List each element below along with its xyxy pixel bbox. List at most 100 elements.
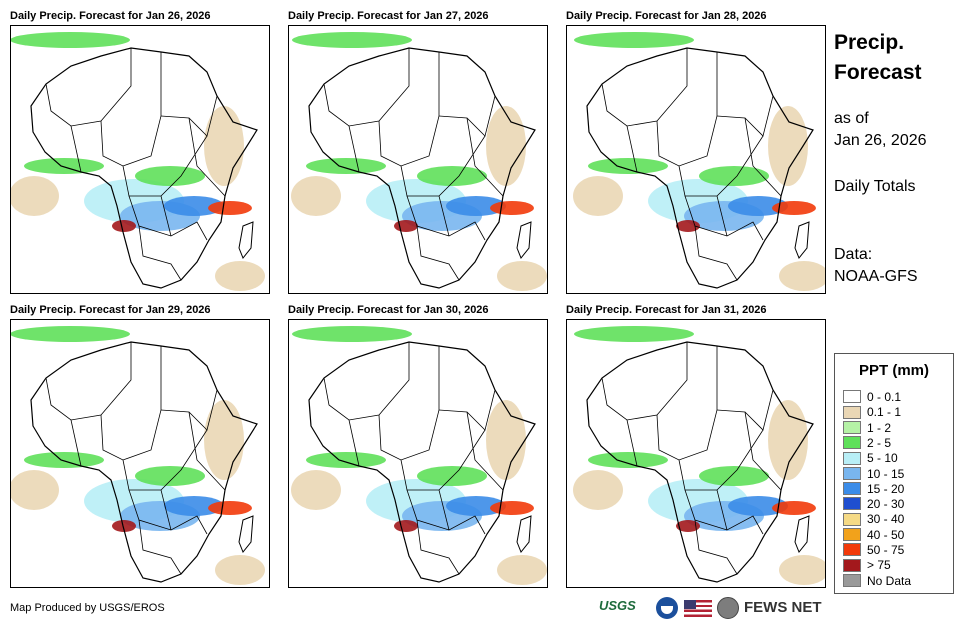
precip-area [490,201,534,215]
legend-swatch [843,497,861,511]
africa-outline [586,47,814,289]
noaa-logo [656,597,678,619]
side-title-line2: Forecast [834,61,922,84]
precip-area [292,32,412,48]
precip-area [699,166,769,186]
legend-item: 0.1 - 1 [843,405,901,420]
precip-area [208,501,252,515]
data-source-value: NOAA-GFS [834,268,918,285]
precip-area [112,520,136,532]
panel-title: Daily Precip. Forecast for Jan 28, 2026 [566,10,767,22]
country-border [323,48,410,127]
panel-title: Daily Precip. Forecast for Jan 29, 2026 [10,304,211,316]
precip-area [24,452,104,468]
madagascar-outline [516,221,532,259]
precip-area [573,470,623,510]
country-border [438,489,450,531]
legend-item: 2 - 5 [843,436,891,451]
legend-swatch [843,558,861,572]
precip-area [164,196,224,216]
precip-area [779,555,825,585]
forecast-panel-jan-27: Daily Precip. Forecast for Jan 27, 2026 [288,8,548,294]
legend-item: > 75 [843,558,891,573]
fews-net-logo: FEWS NET [744,599,822,616]
legend-swatch [843,573,861,587]
country-border [348,125,360,173]
country-border [160,195,172,237]
country-border [716,489,728,531]
country-border [601,48,688,127]
precip-area [490,501,534,515]
country-border [70,419,82,467]
panel-title: Daily Precip. Forecast for Jan 26, 2026 [10,10,211,22]
country-border [438,195,450,237]
legend-swatch [843,543,861,557]
data-source-label: Data: [834,246,873,263]
country-border [716,195,728,237]
legend-label: 0.1 - 1 [867,405,902,420]
country-border [45,48,132,127]
legend-label: > 75 [867,558,891,573]
legend-item: 1 - 2 [843,421,891,436]
legend-label: 15 - 20 [867,481,905,496]
country-border [626,419,638,467]
country-border [70,125,82,173]
country-border [744,411,782,491]
country-border [100,52,162,167]
precip-area [486,400,526,480]
precip-area [11,32,130,48]
map-svg [11,32,265,291]
map-svg [573,326,825,585]
precip-area [292,326,412,342]
legend-label: 0 - 0.1 [867,390,902,404]
legend-label: 30 - 40 [867,512,905,527]
usgs-logo: USGS [599,598,636,613]
legend-swatch [843,420,861,434]
side-title-line1: Precip. [834,31,905,54]
country-border [438,95,496,137]
legend-swatch [843,390,861,404]
precip-area [306,452,386,468]
precip-area [772,201,816,215]
country-border [138,519,182,575]
precip-area [676,220,700,232]
country-border [694,225,738,281]
precip-area [417,466,487,486]
legend-item: 50 - 75 [843,543,904,558]
legend-swatch [843,512,861,526]
map-svg [291,326,547,585]
as-of-date: Jan 26, 2026 [834,132,927,149]
country-border [160,95,218,137]
precip-map [566,25,826,294]
country-border [466,117,504,197]
precip-area [497,555,547,585]
forecast-panel-jan-26: Daily Precip. Forecast for Jan 26, 2026 [10,8,270,294]
africa-outline [30,47,258,289]
country-border [601,342,688,421]
daily-totals-label: Daily Totals [834,178,916,195]
legend-item: 10 - 15 [843,467,904,482]
africa-outline [586,341,814,583]
country-border [744,117,782,197]
precip-area [417,166,487,186]
legend-item: 30 - 40 [843,512,904,527]
legend-title: PPT (mm) [858,362,929,379]
country-border [160,489,172,531]
as-of-label: as of [834,110,869,127]
madagascar-outline [238,515,254,553]
precip-area [164,496,224,516]
precip-area [588,452,668,468]
precip-area [699,466,769,486]
legend-swatch [843,405,861,419]
precip-map [288,319,548,588]
precip-map [566,319,826,588]
country-border [348,419,360,467]
legend-item: 20 - 30 [843,497,904,512]
panel-title: Daily Precip. Forecast for Jan 27, 2026 [288,10,489,22]
precip-area [291,176,341,216]
map-svg [573,32,825,291]
legend-item: 15 - 20 [843,482,904,497]
map-svg [11,326,265,585]
africa-outline [30,341,258,583]
precip-area [112,220,136,232]
